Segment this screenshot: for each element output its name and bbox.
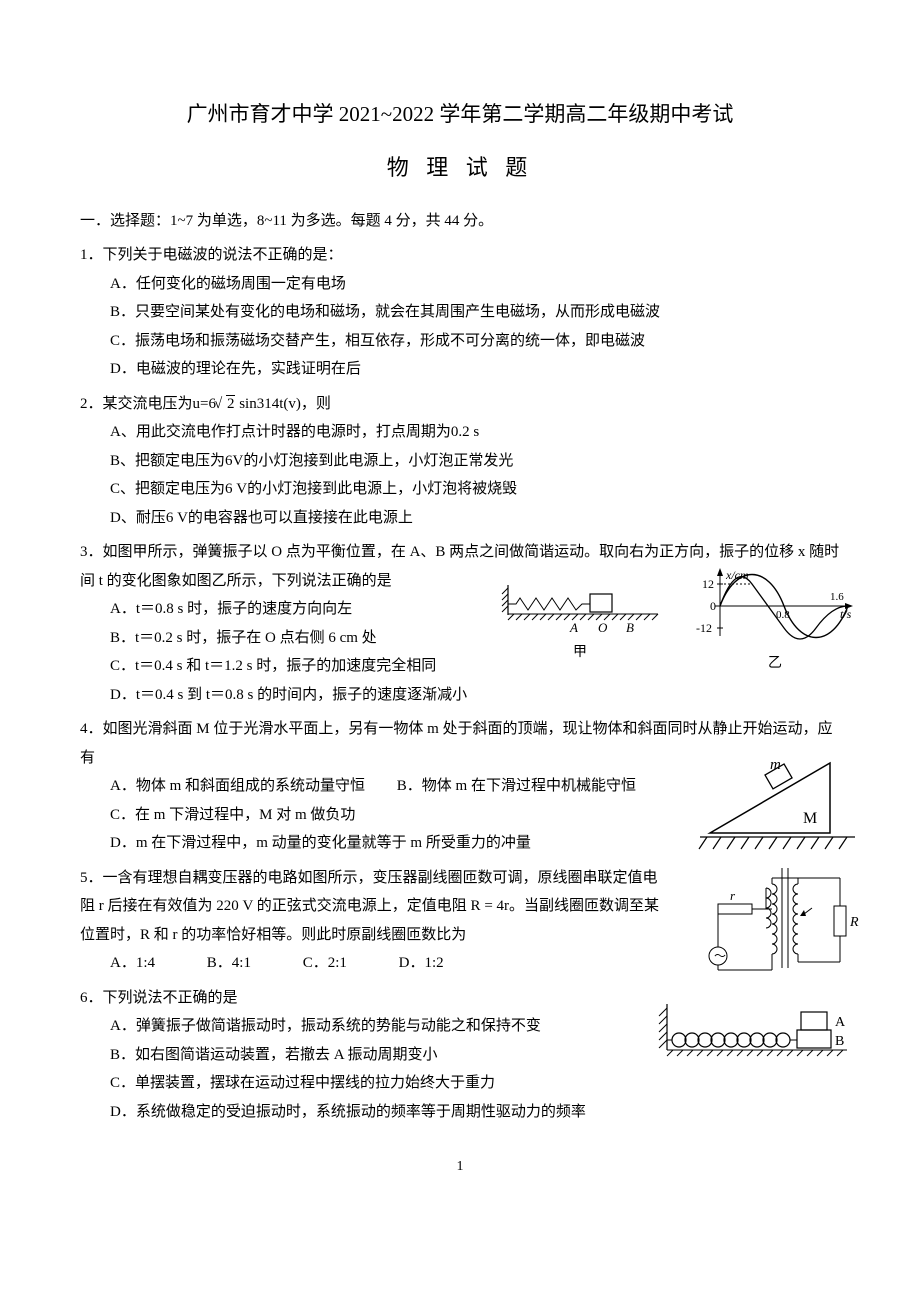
q2-opt-c: C、把额定电压为6 V的小灯泡接到此电源上，小灯泡将被烧毁 xyxy=(110,475,840,504)
q3-figure-yi: x/cm 12 0 -12 0.8 1.6 t/s 乙 xyxy=(690,566,860,678)
q5-opt-c: C．2:1 xyxy=(303,949,347,978)
q3-figure-jia: A O B 甲 xyxy=(500,580,660,667)
q4-label-M: M xyxy=(803,810,817,827)
q4-figure: m M xyxy=(695,745,860,855)
q3-opt-d: D．t＝0.4 s 到 t＝0.8 s 的时间内，振子的速度逐渐减小 xyxy=(110,681,500,710)
q2-options: A、用此交流电作打点计时器的电源时，打点周期为0.2 s B、把额定电压为6V的… xyxy=(80,418,840,532)
q1-opt-a: A．任何变化的磁场周围一定有电场 xyxy=(110,270,840,299)
q2-stem-post: sin314t(v)，则 xyxy=(235,396,330,412)
incline-icon: m M xyxy=(695,745,860,855)
q3-ylabel: x/cm xyxy=(725,568,749,582)
q5-label-R: R xyxy=(849,915,859,930)
q3-opt-c: C．t＝0.4 s 和 t＝1.2 s 时，振子的加速度完全相同 xyxy=(110,652,500,681)
question-3: 3．如图甲所示，弹簧振子以 O 点为平衡位置，在 A、B 两点之间做简谐运动。取… xyxy=(80,538,840,709)
q6-opt-a: A．弹簧振子做简谐振动时，振动系统的势能与动能之和保持不变 xyxy=(110,1012,640,1041)
q1-opt-c: C．振荡电场和振荡磁场交替产生，相互依存，形成不可分离的统一体，即电磁波 xyxy=(110,327,840,356)
q6-opt-c: C．单摆装置，摆球在运动过程中摆线的拉力始终大于重力 xyxy=(110,1069,640,1098)
question-5: 5．一含有理想自耦变压器的电路如图所示，变压器副线圈匝数可调，原线圈串联定值电阻… xyxy=(80,864,840,978)
q4-opt-d: D．m 在下滑过程中，m 动量的变化量就等于 m 所受重力的冲量 xyxy=(110,829,670,858)
page-number: 1 xyxy=(80,1154,840,1181)
q5-opt-a: A．1:4 xyxy=(110,949,155,978)
q5-opt-d: D．1:2 xyxy=(399,949,444,978)
q1-options: A．任何变化的磁场周围一定有电场 B．只要空间某处有变化的电场和磁场，就会在其周… xyxy=(80,270,840,384)
q3-caption-yi: 乙 xyxy=(690,651,860,678)
q2-opt-a: A、用此交流电作打点计时器的电源时，打点周期为0.2 s xyxy=(110,418,840,447)
section-instruction: 一．选择题：1~7 为单选，8~11 为多选。每题 4 分，共 44 分。 xyxy=(80,207,840,236)
exam-subtitle: 物 理 试 题 xyxy=(80,147,840,189)
q6-figure: A B xyxy=(655,1002,850,1067)
q4-opt-b: B．物体 m 在下滑过程中机械能守恒 xyxy=(397,778,636,794)
q5-opt-b: B．4:1 xyxy=(207,949,251,978)
q3-xlabel: t/s xyxy=(840,607,852,621)
exam-title: 广州市育才中学 2021~2022 学年第二学期高二年级期中考试 xyxy=(80,95,840,135)
q4-label-m: m xyxy=(770,757,781,773)
q3-y0: 0 xyxy=(710,599,716,613)
q2-sqrt-arg: 2 xyxy=(226,395,236,412)
transformer-circuit-icon: ～ r xyxy=(700,858,860,978)
q6-label-A: A xyxy=(835,1015,846,1030)
q2-stem-pre: 2．某交流电压为u=6 xyxy=(80,396,216,412)
q6-opt-d: D．系统做稳定的受迫振动时，系统振动的频率等于周期性驱动力的频率 xyxy=(110,1098,840,1127)
q2-stem: 2．某交流电压为u=6 2 sin314t(v)，则 xyxy=(80,390,840,419)
q5-figure: ～ r xyxy=(700,858,860,978)
question-4: 4．如图光滑斜面 M 位于光滑水平面上，另有一物体 m 处于斜面的顶端，现让物体… xyxy=(80,715,840,858)
q1-stem: 1．下列关于电磁波的说法不正确的是： xyxy=(80,241,840,270)
q3-x16: 1.6 xyxy=(830,591,844,603)
q1-opt-b: B．只要空间某处有变化的电场和磁场，就会在其周围产生电磁场，从而形成电磁波 xyxy=(110,298,840,327)
spring-oscillator-icon: A O B xyxy=(500,580,660,640)
q3-caption-jia: 甲 xyxy=(500,640,660,667)
q5-label-r: r xyxy=(730,888,736,903)
q2-opt-d: D、耐压6 V的电容器也可以直接接在此电源上 xyxy=(110,504,840,533)
question-6: 6．下列说法不正确的是 A．弹簧振子做简谐振动时，振动系统的势能与动能之和保持不… xyxy=(80,984,840,1127)
sine-graph-icon: x/cm 12 0 -12 0.8 1.6 t/s xyxy=(690,566,860,651)
q2-opt-b: B、把额定电压为6V的小灯泡接到此电源上，小灯泡正常发光 xyxy=(110,447,840,476)
question-2: 2．某交流电压为u=6 2 sin314t(v)，则 A、用此交流电作打点计时器的… xyxy=(80,390,840,533)
q3-opt-b: B．t＝0.2 s 时，振子在 O 点右侧 6 cm 处 xyxy=(110,624,500,653)
q3-label-A: A xyxy=(569,620,578,635)
q3-label-O: O xyxy=(598,620,608,635)
q3-x08: 0.8 xyxy=(776,609,790,621)
q3-yneg12: -12 xyxy=(696,621,712,635)
q4-opt-a: A．物体 m 和斜面组成的系统动量守恒 xyxy=(110,778,365,794)
q6-opt-b: B．如右图简谐运动装置，若撤去 A 振动周期变小 xyxy=(110,1041,640,1070)
sqrt-icon: 2 xyxy=(216,390,236,419)
q3-y12: 12 xyxy=(702,577,714,591)
q1-opt-d: D．电磁波的理论在先，实践证明在后 xyxy=(110,355,840,384)
q3-label-B: B xyxy=(626,620,634,635)
q3-opt-a: A．t＝0.8 s 时，振子的速度方向向左 xyxy=(110,595,500,624)
spring-blocks-icon: A B xyxy=(655,1002,850,1067)
question-1: 1．下列关于电磁波的说法不正确的是： A．任何变化的磁场周围一定有电场 B．只要… xyxy=(80,241,840,384)
q5-ac-symbol: ～ xyxy=(714,949,726,963)
q4-opt-c: C．在 m 下滑过程中，M 对 m 做负功 xyxy=(110,801,670,830)
q6-label-B: B xyxy=(835,1034,844,1049)
